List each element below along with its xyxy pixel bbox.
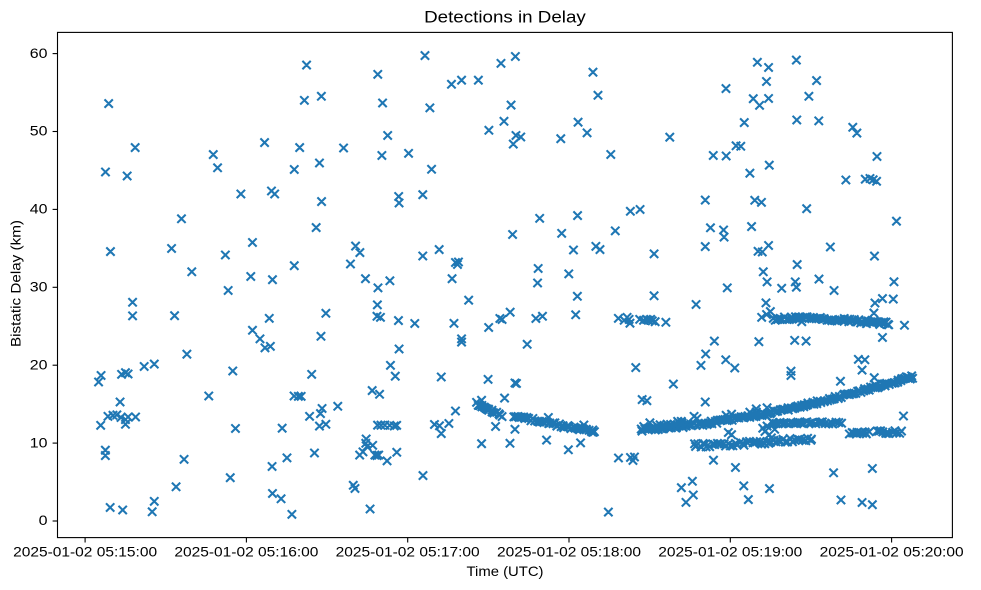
svg-text:2025-01-02 05:17:00: 2025-01-02 05:17:00 — [336, 544, 480, 560]
svg-text:Bistatic Delay (km): Bistatic Delay (km) — [7, 220, 23, 347]
svg-text:2025-01-02 05:18:00: 2025-01-02 05:18:00 — [497, 544, 641, 560]
svg-text:Detections in Delay: Detections in Delay — [424, 7, 586, 26]
svg-text:2025-01-02 05:20:00: 2025-01-02 05:20:00 — [820, 544, 964, 560]
svg-text:40: 40 — [30, 201, 48, 217]
svg-text:2025-01-02 05:16:00: 2025-01-02 05:16:00 — [174, 544, 318, 560]
svg-text:2025-01-02 05:19:00: 2025-01-02 05:19:00 — [658, 544, 802, 560]
svg-text:10: 10 — [30, 434, 48, 450]
svg-text:50: 50 — [30, 123, 48, 139]
svg-text:30: 30 — [30, 279, 48, 295]
svg-text:20: 20 — [30, 356, 48, 372]
svg-text:0: 0 — [39, 512, 48, 528]
svg-text:60: 60 — [30, 45, 48, 61]
svg-text:2025-01-02 05:15:00: 2025-01-02 05:15:00 — [13, 544, 157, 560]
svg-text:Time (UTC): Time (UTC) — [467, 563, 544, 579]
